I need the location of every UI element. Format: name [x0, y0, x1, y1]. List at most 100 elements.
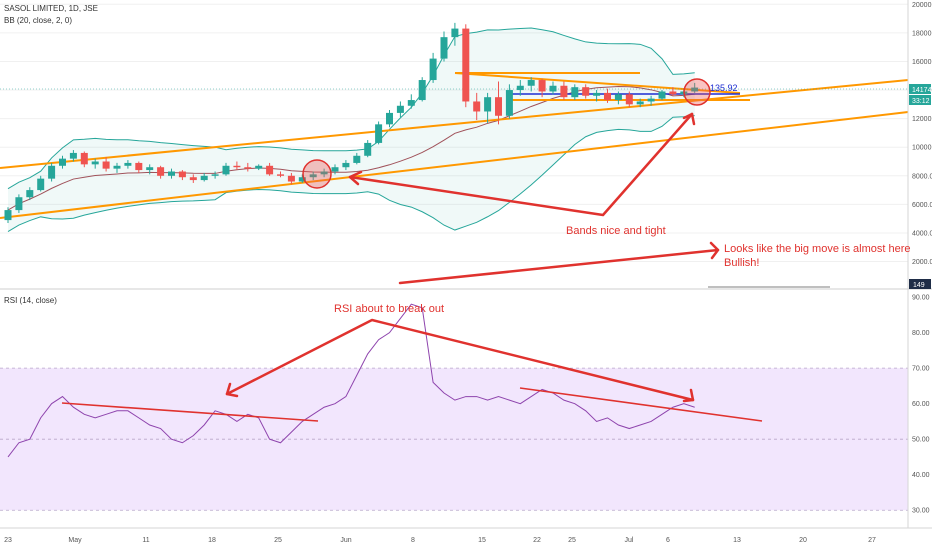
candle-body [255, 165, 263, 169]
candle-body [26, 190, 34, 198]
last-price-tag: 14174 [912, 87, 932, 94]
time-tick-label: 11 [142, 537, 149, 544]
candle-body [614, 94, 622, 101]
candle-body [211, 174, 219, 176]
candle-body [462, 28, 470, 102]
rsi-tick-label: 80.00 [912, 330, 930, 337]
price-tick-label: 10000.00 [912, 145, 932, 152]
rsi-tick-label: 40.00 [912, 472, 930, 479]
line-label: 135.92 [710, 83, 738, 93]
time-tick-label: 25 [568, 537, 576, 544]
time-tick-label: 13 [733, 537, 741, 544]
candle-body [157, 167, 165, 176]
candle-body [691, 87, 699, 92]
candle-body [178, 171, 186, 178]
candle-body [244, 167, 252, 169]
time-tick-label: 15 [478, 537, 486, 544]
candle-body [375, 124, 383, 143]
symbol-header: SASOL LIMITED, 1D, JSE [4, 4, 98, 13]
annotation-bands: Bands nice and tight [566, 225, 666, 237]
candle-body [222, 165, 230, 175]
candle-body [418, 80, 426, 101]
candle-body [571, 87, 579, 98]
candle-body [233, 165, 241, 168]
price-tick-label: 2000.00 [912, 259, 932, 266]
price-tick-label: 6000.00 [912, 202, 932, 209]
candle-body [440, 37, 448, 59]
bands-arrow-head-left [348, 170, 363, 186]
time-tick-label: Jul [625, 537, 634, 544]
time-tick-label: 18 [208, 537, 216, 544]
time-tick-label: 23 [4, 537, 12, 544]
candle-body [386, 112, 393, 125]
price-pane[interactable] [0, 0, 908, 288]
rsi-tick-label: 60.00 [912, 401, 930, 408]
bollinger-bands [7, 27, 695, 232]
annotation-rsi-breakout: RSI about to break out [334, 303, 444, 315]
candle-body [625, 94, 633, 105]
countdown-tag: 33:12 [912, 98, 930, 105]
candle-body [593, 92, 601, 96]
candle-body [364, 142, 372, 156]
price-tick-label: 18000.00 [912, 30, 932, 37]
rsi-trendline-right [519, 387, 763, 422]
price-axis[interactable]: 20000.0018000.0016000.0014000.0012000.00… [912, 2, 932, 266]
candle-body [309, 174, 317, 178]
time-tick-label: 27 [868, 537, 876, 544]
rsi-trendline-left [61, 402, 319, 422]
time-axis[interactable]: 23 May 11 18 25 Jun 8 15 22 25 Jul 6 13 20 27 [4, 537, 876, 544]
rsi-indicator-label[interactable]: RSI (14, close) [4, 296, 57, 305]
candle-body [69, 152, 77, 159]
bb-lower-line [7, 115, 695, 232]
candle-body [484, 97, 492, 112]
bb-upper-line [7, 27, 695, 190]
bb-basis-line [7, 86, 695, 211]
time-tick-label: Jun [340, 537, 351, 544]
candle-body [102, 161, 110, 169]
bb-fill [8, 28, 695, 232]
price-tick-label: 8000.00 [912, 173, 932, 180]
candle-body [549, 85, 557, 92]
bb-indicator-label[interactable]: BB (20, close, 2, 0) [4, 16, 72, 25]
bottom-tag-bg [909, 279, 931, 289]
candle-body [647, 98, 655, 102]
candle-body [124, 162, 132, 166]
candle-body [473, 101, 481, 112]
candle-body [582, 87, 590, 96]
candles [4, 22, 699, 223]
upper-trendline [0, 79, 909, 169]
candle-body [451, 28, 459, 38]
candle-body [113, 165, 121, 169]
bands-arrow [348, 112, 694, 217]
candle-body [353, 155, 361, 163]
candle-body [146, 167, 154, 171]
candle-body [91, 161, 99, 165]
rsi-band [0, 368, 908, 511]
rsi-breakout-arrow [225, 318, 695, 402]
annotation-bullish: Bullish! [724, 257, 759, 269]
candle-body [669, 91, 677, 95]
bands-arrow-head-right [682, 112, 696, 126]
time-tick-label: 20 [799, 537, 807, 544]
candle-body [538, 80, 546, 92]
rsi-arrow-head-left [225, 382, 239, 398]
time-tick-label: May [68, 537, 82, 544]
candle-body [168, 171, 175, 176]
candle-body [277, 174, 284, 176]
candle-body [429, 58, 437, 81]
price-tick-label: 12000.00 [912, 116, 932, 123]
candle-body [200, 175, 208, 181]
rsi-pane[interactable] [0, 303, 908, 511]
bottom-tag: 149 [913, 282, 925, 289]
rsi-axis[interactable]: 90.00 80.00 70.00 60.00 50.00 40.00 30.00 [912, 295, 930, 515]
candle-body [135, 162, 143, 171]
candle-body [604, 92, 611, 101]
time-tick-label: 8 [411, 537, 415, 544]
countdown-tag-bg [909, 95, 931, 105]
candle-body [658, 91, 666, 99]
time-tick-label: 22 [533, 537, 541, 544]
rsi-tick-label: 50.00 [912, 437, 930, 444]
rsi-tick-label: 90.00 [912, 295, 930, 302]
candle-body [495, 97, 502, 116]
